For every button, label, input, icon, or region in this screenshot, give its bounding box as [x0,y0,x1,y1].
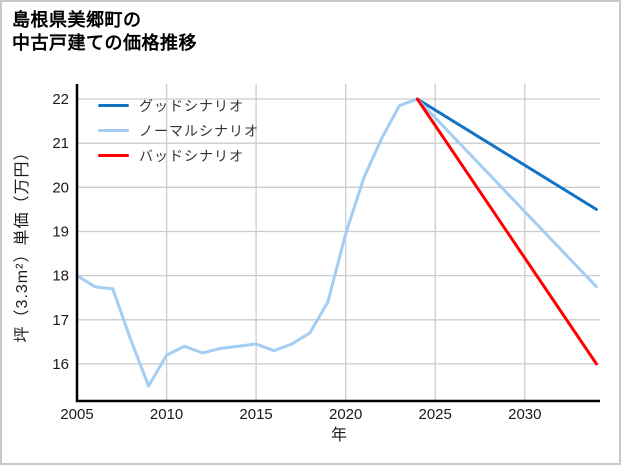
axis-spines [75,84,600,403]
legend-item-good: グッドシナリオ [98,97,259,114]
y-tick-label: 19 [52,224,69,241]
x-tick-label: 2010 [150,406,183,423]
legend-label: バッドシナリオ [139,147,244,164]
x-tick-label: 2030 [508,406,541,423]
legend-item-bad: バッドシナリオ [98,147,259,164]
legend-line-icon [98,129,129,132]
y-tick-label: 18 [52,268,69,285]
y-tick-label: 20 [52,179,69,196]
x-tick-label: 2025 [419,406,452,423]
x-tick-label: 2005 [60,406,93,423]
legend-line-icon [98,154,129,157]
y-tick-label: 17 [52,312,69,329]
legend-item-normal: ノーマルシナリオ [98,122,259,139]
x-axis-label: 年 [330,427,348,444]
series-line-history [75,97,419,388]
y-tick-label: 22 [52,91,69,108]
legend-line-icon [98,104,129,107]
legend-label: ノーマルシナリオ [139,122,259,139]
x-tick-label: 2020 [329,406,362,423]
y-axis-label: 坪（3.3m²）単価（万円） [14,143,31,343]
x-tick-label: 2015 [239,406,272,423]
y-tick-label: 21 [52,135,69,152]
legend-label: グッドシナリオ [139,97,244,114]
series-line-normal [415,97,598,289]
series-line-good [415,97,598,211]
chart-legend: グッドシナリオ ノーマルシナリオ バッドシナリオ [98,97,259,164]
y-tick-label: 16 [52,356,69,373]
series-line-bad [415,97,598,366]
chart-title: 島根県美郷町の 中古戸建ての価格推移 [12,10,197,54]
